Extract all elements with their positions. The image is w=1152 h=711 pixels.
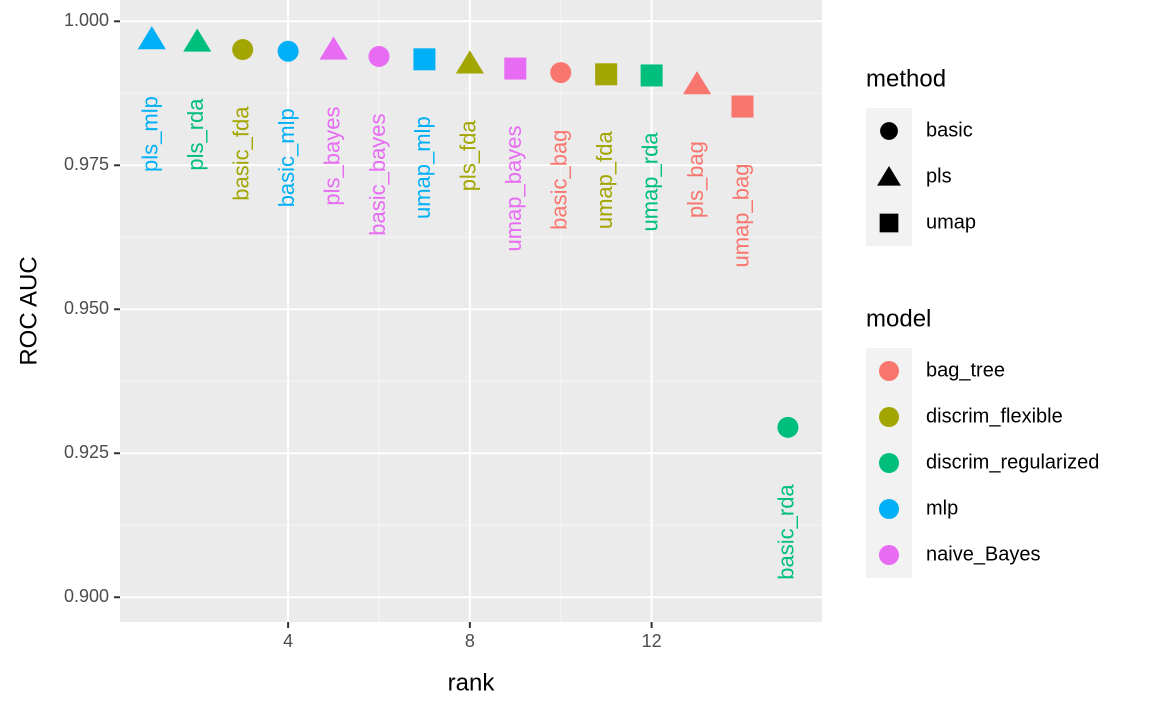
legend-label: naive_Bayes (926, 543, 1041, 565)
legend-swatch (879, 407, 899, 427)
legend-title: method (866, 65, 946, 92)
point-label: pls_bag (683, 141, 708, 218)
marker-triangle (455, 50, 484, 74)
marker-triangle (319, 36, 348, 60)
marker-square (879, 213, 899, 233)
point-label: basic_mlp (274, 108, 299, 207)
marker-circle (232, 39, 254, 61)
y-tick-label: 1.000 (64, 10, 109, 30)
point-label: pls_fda (456, 120, 481, 192)
legend-title: model (866, 305, 931, 332)
marker-square (413, 48, 436, 71)
legend-label: umap (926, 211, 976, 233)
marker-triangle (137, 26, 166, 50)
marker-square (640, 64, 663, 87)
legend-swatch (879, 453, 899, 473)
x-tick-label: 4 (283, 631, 293, 651)
legend-label: bag_tree (926, 359, 1005, 381)
y-tick-label: 0.900 (64, 586, 109, 606)
point-label: umap_rda (637, 132, 662, 232)
marker-circle (880, 122, 898, 140)
marker-triangle (683, 71, 712, 95)
legend-label: mlp (926, 497, 958, 519)
marker-circle (550, 62, 572, 84)
marker-triangle (877, 165, 901, 186)
marker-circle (777, 416, 799, 438)
point-label: umap_bag (728, 164, 753, 268)
y-tick-label: 0.975 (64, 154, 109, 174)
marker-square (504, 57, 527, 80)
panel (120, 0, 822, 622)
legend-label: pls (926, 165, 952, 187)
y-tick-label: 0.950 (64, 298, 109, 318)
legend-label: basic (926, 119, 973, 141)
legend-swatch (879, 499, 899, 519)
x-axis-title: rank (448, 669, 496, 696)
point-label: umap_mlp (410, 116, 435, 219)
legend-label: discrim_regularized (926, 451, 1099, 473)
y-axis-title: ROC AUC (15, 256, 42, 365)
point-label: umap_fda (592, 131, 617, 230)
point-label: basic_bayes (365, 113, 390, 235)
legend-swatch (879, 361, 899, 381)
legend-label: discrim_flexible (926, 405, 1063, 427)
x-tick-label: 8 (465, 631, 475, 651)
point-label: basic_bag (547, 130, 572, 230)
marker-square (595, 63, 618, 86)
legend-swatch (879, 545, 899, 565)
point-label: pls_rda (183, 98, 208, 171)
marker-square (731, 95, 754, 118)
marker-circle (368, 45, 390, 67)
marker-circle (277, 40, 299, 62)
point-label: umap_bayes (501, 126, 526, 252)
y-tick-label: 0.925 (64, 442, 109, 462)
point-label: basic_fda (228, 106, 253, 201)
marker-triangle (183, 28, 212, 52)
point-label: basic_rda (774, 484, 799, 580)
point-label: pls_bayes (319, 107, 344, 206)
point-label: pls_mlp (138, 96, 163, 172)
x-tick-label: 12 (642, 631, 662, 651)
